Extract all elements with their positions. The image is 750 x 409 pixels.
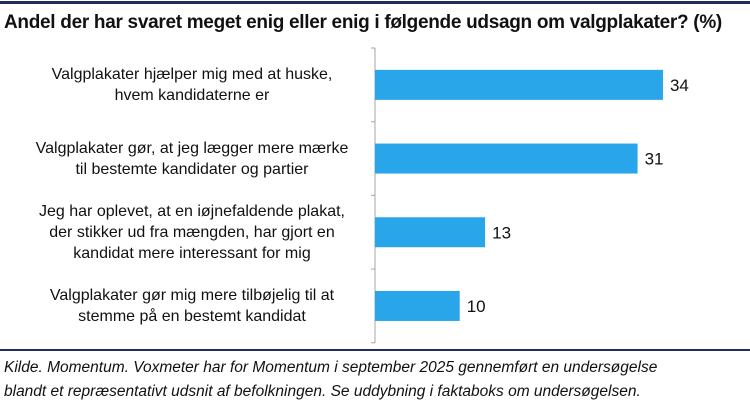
data-label: 13 [492,223,511,242]
data-label: 34 [670,76,689,95]
category-label-line: kandidat mere interessant for mig [73,244,311,262]
source-line: blandt et repræsentativt udsnit af befol… [4,383,641,400]
category-label-line: Valgplakater gør mig mere tilbøjelig til… [49,286,335,304]
source-note: Kilde. Momentum. Voxmeter har for Moment… [4,356,657,404]
top-rule [0,1,750,4]
data-label: 31 [645,150,664,169]
chart-title: Andel der har svaret meget enig eller en… [4,12,722,33]
category-label: Valgplakater hjælper mig med at huske, hv… [22,64,362,106]
category-label: Valgplakater gør, at jeg lægger mere mær… [22,138,362,180]
category-label-line: hvem kandidaterne er [114,86,270,104]
category-label-line: Jeg har oplevet, at en iøjnefaldende pla… [39,202,345,220]
category-label-line: Valgplakater hjælper mig med at huske, [51,65,333,83]
bar [375,143,638,174]
bar [375,290,460,321]
category-label-line: der stikker ud fra mængden, har gjort en [49,223,335,241]
data-label: 10 [467,297,486,316]
bar-chart: 34 31 13 10 [371,47,689,344]
category-label-line: stemme på en bestemt kandidat [78,307,306,325]
bottom-rule [0,349,750,351]
category-label: Jeg har oplevet, at en iøjnefaldende pla… [22,201,362,264]
bar [375,217,486,248]
category-label-line: til bestemte kandidater og partier [75,160,309,178]
source-line: Kilde. Momentum. Voxmeter har for Moment… [4,359,658,376]
bar [375,69,663,100]
category-label: Valgplakater gør mig mere tilbøjelig til… [22,285,362,327]
category-label-line: Valgplakater gør, at jeg lægger mere mær… [35,139,349,157]
